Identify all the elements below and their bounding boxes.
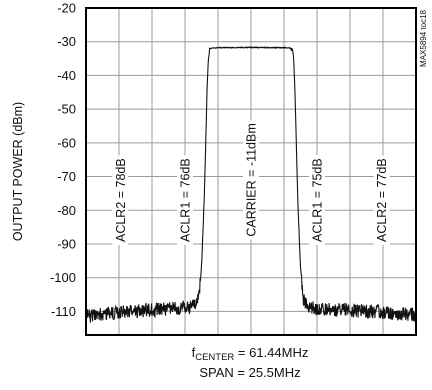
- annotation-background: [112, 155, 129, 246]
- annotation-label: ACLR1 = 75dB: [311, 158, 325, 242]
- region-annotation: ACLR1 = 75dB: [309, 155, 325, 246]
- region-annotation: CARRIER = -11dBm: [243, 120, 259, 240]
- annotation-background: [309, 155, 325, 246]
- y-tick-label: -40: [57, 68, 76, 83]
- spectrum-trace: [85, 45, 417, 323]
- y-tick-labels: -20 -30 -40 -50 -60 -70 -80 -90 -100 -110: [50, 1, 76, 319]
- y-tick-label: -110: [51, 304, 76, 319]
- footnote-span: SPAN = 25.5MHz: [199, 365, 300, 380]
- annotation-label: ACLR2 = 77dB: [375, 158, 389, 242]
- trace-layer: [85, 45, 417, 323]
- region-annotation: ACLR2 = 77dB: [373, 155, 390, 246]
- footnote-center-frequency: fCENTER = 61.44MHz: [192, 345, 309, 363]
- annotation-label: ACLR1 = 76dB: [179, 158, 193, 242]
- annotation-background: [243, 120, 259, 240]
- y-tick-label: -30: [57, 34, 76, 49]
- plot-frame: [85, 7, 417, 336]
- annotation-layer: ACLR2 = 78dB ACLR1 = 76dB CARRIER = -11dBm…: [112, 120, 390, 246]
- region-annotation: ACLR2 = 78dB: [112, 155, 129, 246]
- region-annotation: ACLR1 = 76dB: [177, 155, 193, 246]
- annotation-label: ACLR2 = 78dB: [114, 158, 128, 242]
- y-tick-label: -20: [57, 1, 76, 16]
- y-tick-label: -60: [57, 135, 76, 150]
- annotation-background: [177, 155, 193, 246]
- y-tick-label: -90: [57, 236, 76, 251]
- y-tick-label: -50: [57, 102, 76, 117]
- y-tick-label: -70: [57, 169, 76, 184]
- part-id-label: MAX5894 toc18: [419, 9, 428, 66]
- annotation-background: [373, 155, 390, 246]
- annotation-label: CARRIER = -11dBm: [245, 123, 259, 236]
- footnote-center-subscript: CENTER: [195, 352, 234, 363]
- y-tick-label: -80: [57, 203, 76, 218]
- y-tick-label: -100: [50, 270, 76, 285]
- footnote-center-prefix: f: [192, 345, 196, 360]
- footnote-center-value: = 61.44MHz: [234, 345, 308, 360]
- y-axis-label: OUTPUT POWER (dBm): [11, 102, 25, 241]
